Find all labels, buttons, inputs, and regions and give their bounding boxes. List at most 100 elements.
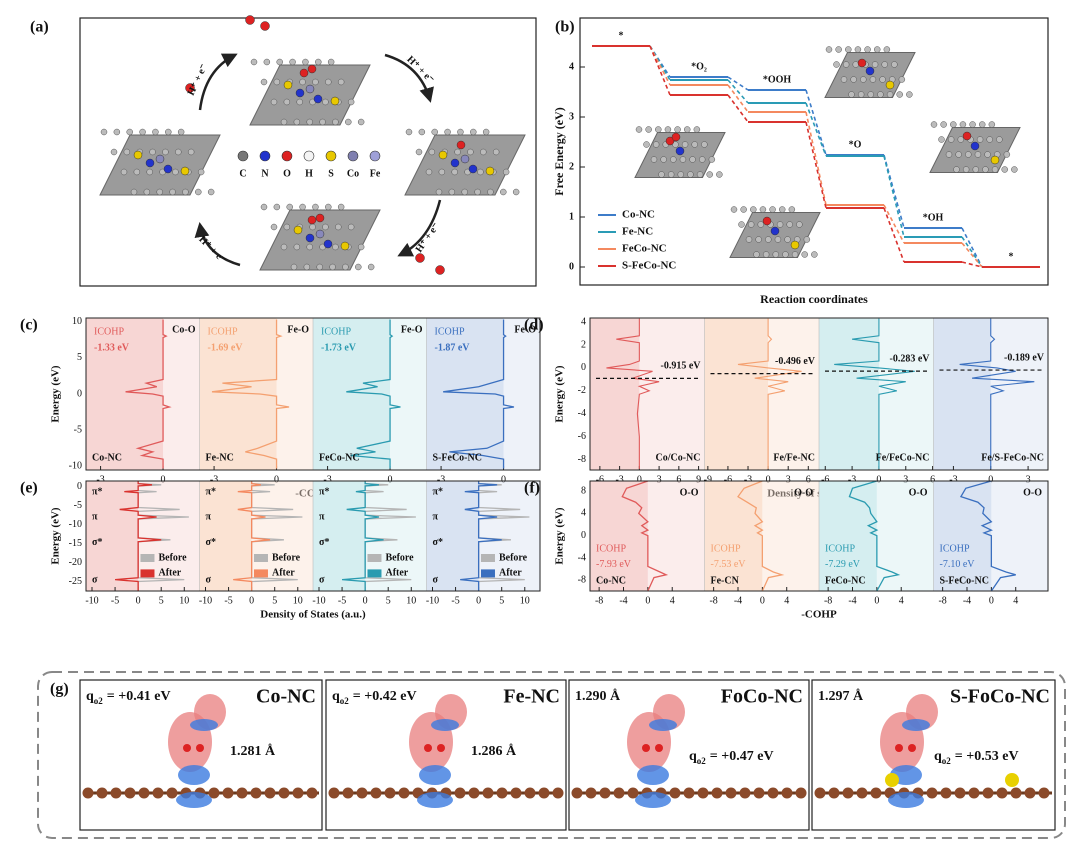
carbon	[825, 46, 833, 53]
carbon	[740, 206, 747, 213]
carbon	[689, 156, 696, 163]
y-tick-label: 0	[569, 261, 574, 272]
carbon	[667, 171, 675, 178]
carbon	[769, 206, 776, 213]
cycle-arrow	[397, 199, 442, 257]
substrate-atom	[1038, 787, 1050, 799]
s-atom	[885, 773, 899, 787]
curve	[233, 481, 271, 591]
subpanel-bg-light	[647, 481, 705, 591]
legend-swatch	[367, 569, 382, 578]
s-atom	[1005, 773, 1019, 787]
carbon	[477, 168, 484, 176]
substrate-atom	[328, 787, 340, 799]
system-label: Co-NC	[92, 452, 122, 463]
substrate-atom	[236, 787, 248, 799]
carbon	[207, 188, 215, 196]
x-tick-label: 0	[876, 474, 881, 485]
substrate-atom	[510, 787, 522, 799]
carbon	[293, 243, 301, 251]
carbon	[891, 61, 898, 68]
carbon	[660, 156, 667, 163]
carbon	[273, 203, 281, 211]
carbon	[784, 236, 791, 243]
carbon	[753, 251, 760, 258]
carbon	[716, 171, 723, 178]
carbon	[762, 251, 770, 258]
atom-legend-dot	[347, 150, 359, 162]
carbon	[273, 78, 281, 86]
orbital-label: σ*	[206, 537, 216, 548]
curve	[959, 318, 1035, 469]
carbon	[133, 168, 141, 176]
subpanel-bg	[933, 318, 991, 470]
bond-label: Fe-O	[401, 324, 423, 335]
bond-label: O-O	[794, 487, 813, 498]
carbon	[635, 126, 643, 133]
y-axis-label: Free Energy (eV)	[552, 107, 566, 195]
carbon	[418, 128, 426, 136]
y-tick-label: 4	[581, 316, 586, 327]
step-label: *	[1009, 251, 1014, 262]
system-label: Co-NC	[596, 575, 626, 586]
y-tick-label: -6	[578, 431, 586, 442]
y-tick-label: 10	[72, 316, 82, 327]
subpanel-bg	[199, 481, 252, 591]
bond-label: O-O	[1023, 487, 1042, 498]
x-tick-label: -8	[709, 595, 717, 606]
carbon	[415, 148, 423, 156]
charge-value: = +0.42 eV	[353, 689, 417, 704]
orbital-label: σ*	[319, 537, 329, 548]
carbon	[113, 128, 121, 136]
substrate-atom	[940, 787, 952, 799]
carbon	[1011, 166, 1018, 173]
substrate-atom	[342, 787, 354, 799]
carbon	[169, 188, 176, 196]
x-tick-label: 0	[760, 595, 765, 606]
atom	[460, 154, 470, 164]
cycle-arrow	[198, 53, 238, 111]
carbon	[276, 58, 283, 66]
charge-blob	[635, 792, 671, 808]
carbon	[871, 61, 879, 68]
carbon	[1001, 166, 1008, 173]
subpanel-bg-light	[639, 318, 705, 470]
carbon	[984, 151, 991, 158]
carbon	[1003, 151, 1011, 158]
y-tick-label: 2	[581, 339, 586, 350]
y-tick-label: 2	[569, 161, 574, 172]
legend-swatch	[367, 554, 382, 562]
y-tick-label: 3	[569, 111, 574, 122]
atom	[307, 64, 317, 74]
x-tick-label: 0	[249, 595, 254, 606]
carbon	[803, 236, 811, 243]
carbon	[461, 188, 468, 196]
atom	[485, 166, 495, 176]
substrate-atom	[166, 787, 178, 799]
structure-box	[568, 679, 810, 831]
carbon	[325, 78, 332, 86]
carbon	[962, 166, 970, 173]
carbon	[645, 126, 652, 133]
carbon	[309, 223, 316, 231]
carbon	[329, 263, 336, 271]
molecule-atom	[260, 21, 270, 31]
step-label: *OOH	[763, 74, 792, 85]
carbon	[842, 61, 850, 68]
x-tick-label: -10	[426, 595, 439, 606]
carbon	[772, 251, 780, 258]
icohp-value: -1.73 eV	[321, 342, 357, 353]
carbon	[120, 168, 128, 176]
subpanel-bg	[819, 481, 877, 591]
carbon	[283, 223, 291, 231]
panel-frame	[79, 17, 537, 287]
carbon	[319, 118, 326, 126]
carbon	[347, 98, 355, 106]
y-tick-label: -4	[578, 408, 586, 419]
carbon	[470, 128, 477, 136]
carbon	[325, 203, 332, 211]
icohp-label: ICOHP	[825, 543, 855, 554]
x-tick-label: -3	[848, 474, 856, 485]
x-tick-label: -4	[963, 595, 971, 606]
substrate-atom	[571, 787, 583, 799]
